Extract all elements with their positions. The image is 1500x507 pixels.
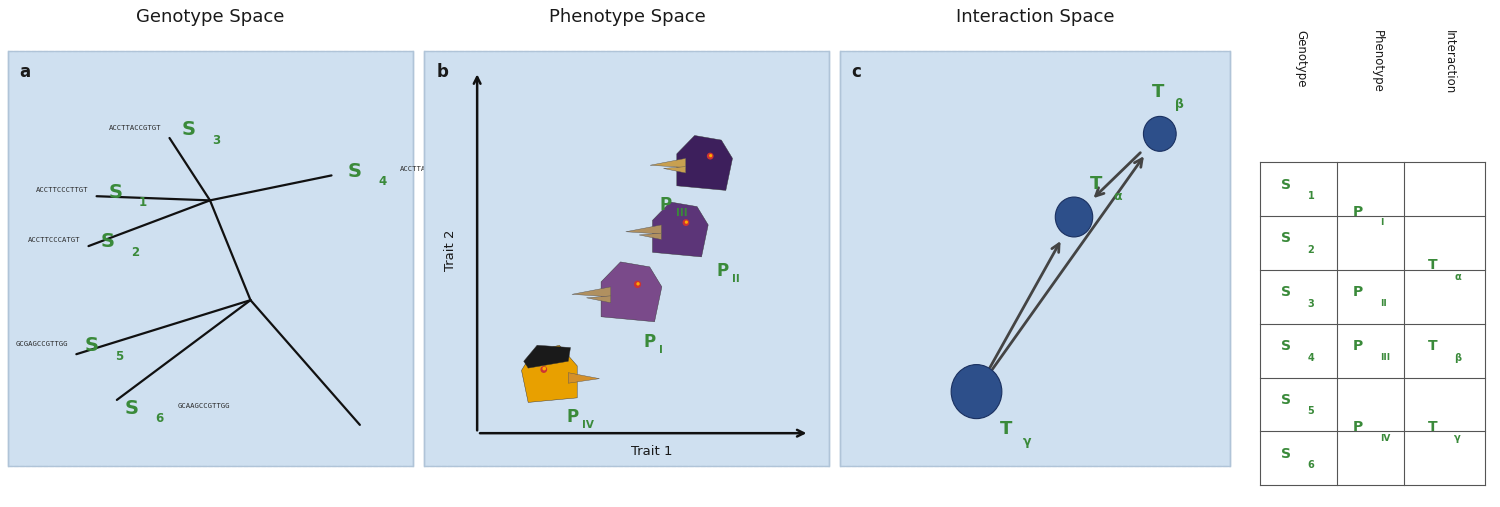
Text: T: T: [1428, 339, 1437, 353]
Text: Trait 2: Trait 2: [444, 230, 458, 271]
Text: ACCTTCCCTTGT: ACCTTCCCTTGT: [36, 187, 88, 193]
Text: GCAAGCCGTTGG: GCAAGCCGTTGG: [177, 403, 230, 409]
Text: S: S: [1281, 447, 1292, 461]
Polygon shape: [602, 262, 662, 322]
Text: S: S: [1281, 393, 1292, 407]
Circle shape: [710, 155, 711, 157]
Text: 3: 3: [1308, 299, 1314, 309]
Text: ACCTTCCCATGT: ACCTTCCCATGT: [28, 237, 81, 243]
Circle shape: [1056, 197, 1092, 237]
Text: ACCTTACCGTGT: ACCTTACCGTGT: [110, 125, 162, 131]
Text: 6: 6: [1308, 460, 1314, 470]
Text: S: S: [100, 232, 114, 251]
Text: b: b: [436, 63, 448, 81]
Text: I: I: [660, 345, 663, 355]
Text: α: α: [1113, 190, 1122, 203]
Text: IV: IV: [1380, 434, 1390, 443]
Text: γ: γ: [1023, 435, 1032, 448]
Text: T: T: [1089, 175, 1102, 193]
Text: 4: 4: [1308, 352, 1314, 363]
Text: P: P: [660, 196, 672, 213]
Text: P: P: [1353, 420, 1364, 434]
Text: α: α: [1454, 272, 1461, 282]
Circle shape: [634, 281, 640, 287]
Text: β: β: [1176, 98, 1185, 111]
Text: P: P: [1353, 285, 1364, 299]
Polygon shape: [626, 225, 662, 234]
Text: 4: 4: [378, 175, 387, 188]
Text: II: II: [1380, 299, 1386, 308]
Text: S: S: [1281, 177, 1292, 192]
Text: 5: 5: [1308, 407, 1314, 416]
Polygon shape: [8, 51, 412, 466]
Circle shape: [708, 153, 712, 159]
Circle shape: [542, 367, 546, 372]
Polygon shape: [639, 233, 662, 239]
Text: 3: 3: [211, 133, 220, 147]
Circle shape: [686, 221, 687, 223]
Text: c: c: [852, 63, 861, 81]
Text: Interaction: Interaction: [1443, 30, 1456, 94]
Circle shape: [684, 220, 688, 225]
Polygon shape: [424, 51, 830, 466]
Text: S: S: [1281, 231, 1292, 245]
Text: S: S: [84, 336, 99, 355]
Text: Genotype Space: Genotype Space: [136, 8, 284, 26]
Text: S: S: [182, 120, 195, 139]
Text: III: III: [1380, 353, 1390, 362]
Text: Trait 1: Trait 1: [630, 445, 672, 458]
Text: Phenotype: Phenotype: [1371, 30, 1384, 93]
Text: II: II: [732, 274, 740, 284]
Text: P: P: [1353, 339, 1364, 353]
Polygon shape: [572, 287, 610, 297]
Text: III: III: [675, 208, 687, 218]
Text: Interaction Space: Interaction Space: [956, 8, 1114, 26]
Text: a: a: [20, 63, 32, 81]
Circle shape: [1143, 117, 1176, 151]
Polygon shape: [840, 51, 1230, 466]
Polygon shape: [568, 373, 600, 383]
Text: T: T: [1000, 420, 1012, 438]
Polygon shape: [586, 296, 610, 303]
Text: S: S: [124, 399, 140, 418]
Text: Phenotype Space: Phenotype Space: [549, 8, 705, 26]
Text: 1: 1: [140, 196, 147, 209]
Text: S: S: [110, 183, 123, 202]
Text: T: T: [1152, 83, 1164, 101]
Text: S: S: [348, 162, 361, 181]
Text: 6: 6: [156, 412, 164, 425]
Polygon shape: [652, 202, 708, 257]
Text: ACCTTACAGTGT: ACCTTACAGTGT: [400, 166, 453, 172]
Text: I: I: [1380, 219, 1383, 228]
Circle shape: [951, 365, 1002, 419]
Text: γ: γ: [1454, 433, 1461, 443]
Text: 2: 2: [1308, 245, 1314, 255]
Text: 5: 5: [116, 350, 123, 363]
Polygon shape: [663, 167, 686, 173]
Text: T: T: [1428, 259, 1437, 272]
Text: 1: 1: [1308, 191, 1314, 201]
Text: T: T: [1428, 420, 1437, 434]
Text: GCGAGCCGTTGG: GCGAGCCGTTGG: [16, 341, 69, 347]
Text: P: P: [716, 262, 728, 280]
Text: IV: IV: [582, 420, 594, 430]
Text: β: β: [1454, 352, 1461, 363]
Circle shape: [638, 283, 639, 285]
Text: S: S: [1281, 339, 1292, 353]
Circle shape: [543, 368, 546, 370]
Text: P: P: [644, 333, 656, 351]
Polygon shape: [522, 345, 578, 403]
Text: P: P: [566, 408, 579, 425]
Polygon shape: [524, 345, 570, 368]
Text: Genotype: Genotype: [1294, 30, 1306, 87]
Text: S: S: [1281, 285, 1292, 299]
Polygon shape: [676, 135, 732, 191]
Text: 2: 2: [130, 246, 140, 259]
Polygon shape: [650, 158, 686, 167]
Text: P: P: [1353, 204, 1364, 219]
